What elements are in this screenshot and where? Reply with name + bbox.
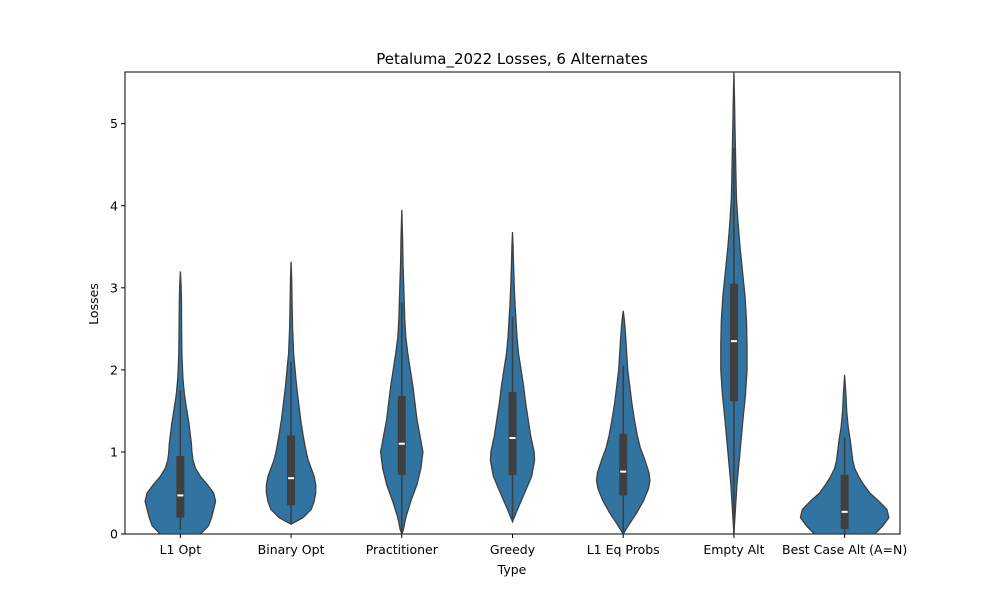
- x-tick-label: Binary Opt: [258, 542, 325, 557]
- x-tick-label: Best Case Alt (A=N): [782, 542, 907, 557]
- y-tick-label: 3: [110, 280, 118, 295]
- y-axis-label: Losses: [86, 283, 101, 325]
- violin-iqr-box: [176, 456, 185, 518]
- x-tick-label: L1 Eq Probs: [587, 542, 660, 557]
- x-tick-label: Empty Alt: [703, 542, 764, 557]
- plot-area: 0 1 2 3 4 5 L1 Opt Binary Opt Practitioner Greedy…: [110, 71, 907, 557]
- y-tick-label: 1: [110, 444, 118, 459]
- y-tick-label: 5: [110, 116, 118, 131]
- violin-iqr-box: [729, 283, 738, 402]
- violin-iqr-box: [287, 435, 296, 506]
- x-tick-label: L1 Opt: [160, 542, 202, 557]
- x-tick-label: Practitioner: [366, 542, 439, 557]
- chart-title: Petaluma_2022 Losses, 6 Alternates: [376, 50, 648, 69]
- y-tick-label: 2: [110, 362, 118, 377]
- violins-group: [144, 72, 890, 534]
- violin-iqr-box: [508, 392, 517, 475]
- y-tick-label: 4: [110, 198, 118, 213]
- y-tick-label: 0: [110, 527, 118, 542]
- x-tick-label: Greedy: [490, 542, 536, 557]
- x-axis-label: Type: [497, 562, 527, 577]
- violin-iqr-box: [397, 396, 406, 475]
- violin-iqr-box: [619, 433, 628, 496]
- violin-iqr-box: [840, 474, 849, 530]
